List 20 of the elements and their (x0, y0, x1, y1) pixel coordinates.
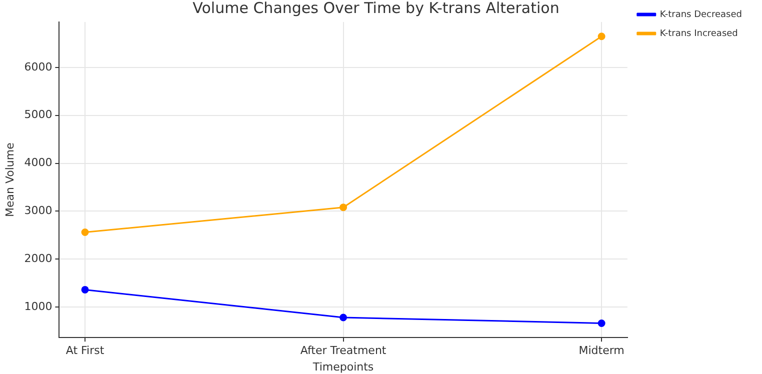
x-axis-title: Timepoints (312, 360, 374, 374)
y-tick-label: 4000 (24, 156, 52, 170)
x-tick-label: After Treatment (300, 344, 387, 358)
point (598, 32, 606, 40)
chart-title: Volume Changes Over Time by K-trans Alteration (192, 0, 560, 17)
y-tick-label: 5000 (24, 108, 52, 122)
y-tick-label: 3000 (24, 204, 52, 218)
point (340, 204, 348, 212)
y-tick-label: 1000 (24, 300, 52, 313)
legend-label: K-trans Decreased (660, 10, 742, 20)
x-tick-label: At First (66, 344, 105, 358)
y-axis-title: Mean Volume (3, 142, 16, 217)
x-tick-label: Midterm (578, 344, 624, 358)
point (81, 228, 89, 236)
y-tick-label: 2000 (24, 252, 52, 265)
point (598, 319, 606, 327)
y-tick-label: 6000 (24, 60, 52, 74)
legend-label: K-trans Increased (660, 28, 738, 39)
point (340, 314, 348, 322)
point (81, 286, 89, 294)
